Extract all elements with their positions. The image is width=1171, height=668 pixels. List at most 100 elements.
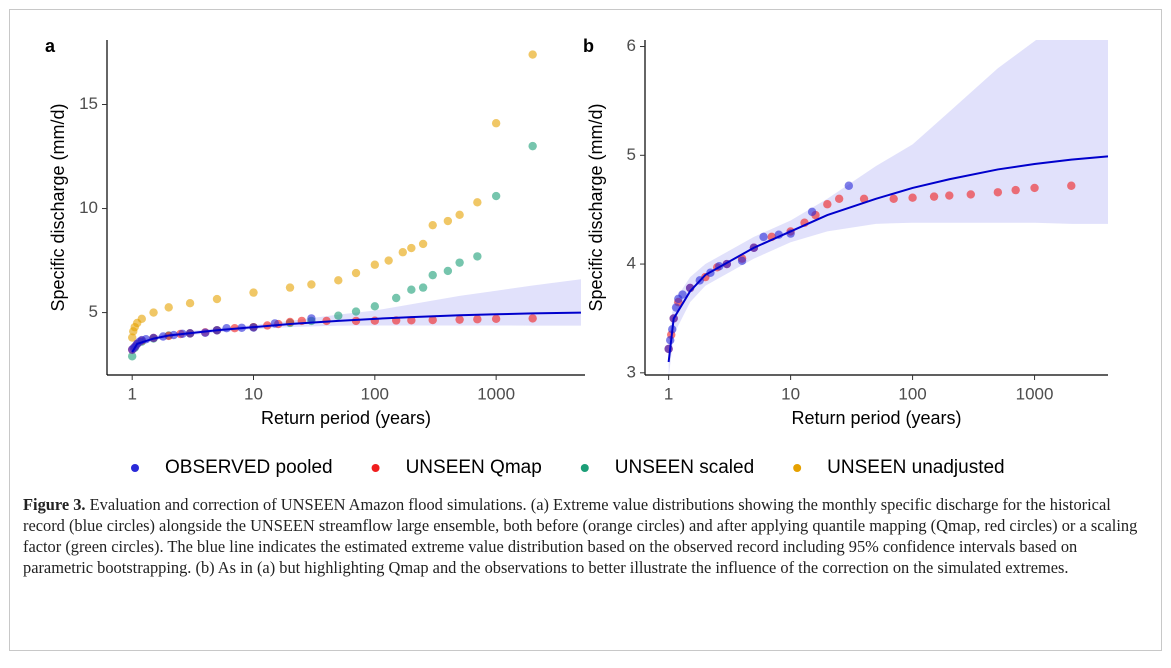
x-tick-label: 1000 bbox=[1016, 384, 1054, 403]
x-tick-label: 100 bbox=[898, 384, 926, 403]
point bbox=[929, 192, 939, 201]
point bbox=[391, 293, 401, 303]
point bbox=[164, 303, 173, 312]
point bbox=[966, 190, 975, 199]
y-tick-label: 3 bbox=[627, 362, 636, 381]
caption-text: Evaluation and correction of UNSEEN Amaz… bbox=[23, 495, 1138, 577]
point bbox=[455, 315, 464, 324]
point bbox=[443, 216, 453, 226]
point bbox=[945, 191, 954, 200]
point bbox=[807, 207, 817, 217]
point bbox=[823, 200, 832, 209]
point bbox=[664, 344, 673, 354]
fit-line bbox=[131, 311, 581, 353]
legend-swatch bbox=[580, 464, 589, 472]
y-axis-title: Specific discharge (mm/d) bbox=[48, 103, 68, 311]
legend-swatch bbox=[131, 464, 139, 472]
point bbox=[334, 276, 343, 285]
point bbox=[678, 290, 687, 299]
legend: OBSERVED pooled UNSEEN Qmap UNSEEN scaled U… bbox=[131, 457, 1005, 478]
x-axis-title: Return period (years) bbox=[261, 408, 431, 428]
caption-label: Figure 3. bbox=[23, 495, 86, 514]
point bbox=[834, 194, 844, 203]
point bbox=[908, 193, 917, 202]
point bbox=[249, 288, 258, 297]
point bbox=[307, 280, 316, 289]
panel-label: a bbox=[45, 36, 56, 56]
point bbox=[127, 333, 137, 342]
point bbox=[149, 308, 158, 317]
legend-swatch bbox=[793, 464, 802, 472]
point bbox=[185, 299, 195, 308]
point bbox=[351, 268, 361, 278]
point bbox=[1011, 185, 1020, 195]
point bbox=[127, 352, 137, 361]
x-tick-label: 10 bbox=[781, 384, 800, 403]
point bbox=[384, 256, 393, 265]
x-tick-label: 1000 bbox=[477, 384, 515, 403]
caption: Figure 3. Evaluation and correction of U… bbox=[23, 494, 1148, 578]
legend-label: UNSEEN unadjusted bbox=[827, 457, 1004, 478]
point bbox=[859, 194, 869, 203]
x-tick-label: 100 bbox=[361, 384, 389, 403]
point bbox=[737, 256, 747, 265]
point bbox=[428, 270, 437, 280]
point bbox=[428, 220, 437, 230]
point bbox=[1067, 181, 1076, 190]
point bbox=[473, 315, 482, 324]
point bbox=[455, 258, 464, 267]
panel-label: b bbox=[583, 36, 594, 56]
y-tick-label: 5 bbox=[89, 302, 98, 321]
point bbox=[759, 232, 768, 242]
fit-line bbox=[667, 155, 1108, 363]
point bbox=[307, 314, 316, 323]
point bbox=[455, 210, 464, 219]
x-axis-title: Return period (years) bbox=[791, 408, 961, 428]
point bbox=[491, 191, 501, 201]
point bbox=[528, 314, 537, 323]
y-tick-label: 10 bbox=[79, 198, 98, 217]
legend-label: UNSEEN scaled bbox=[615, 457, 754, 478]
x-tick-label: 1 bbox=[664, 384, 673, 403]
point bbox=[418, 283, 428, 292]
point bbox=[222, 323, 231, 333]
point bbox=[398, 248, 407, 257]
point bbox=[370, 302, 380, 311]
point bbox=[137, 314, 146, 324]
point bbox=[1030, 183, 1039, 193]
point bbox=[351, 307, 361, 316]
point bbox=[212, 294, 222, 304]
y-tick-label: 5 bbox=[627, 145, 636, 164]
x-tick-label: 1 bbox=[127, 384, 136, 403]
legend-label: OBSERVED pooled bbox=[165, 457, 333, 478]
legend-label: UNSEEN Qmap bbox=[406, 457, 542, 478]
point bbox=[491, 314, 501, 324]
point bbox=[285, 283, 295, 292]
y-tick-label: 4 bbox=[627, 254, 636, 273]
point bbox=[473, 198, 482, 207]
point bbox=[473, 252, 482, 261]
y-tick-label: 6 bbox=[627, 36, 636, 55]
legend-swatch bbox=[371, 464, 380, 472]
point bbox=[418, 239, 428, 249]
confidence-band bbox=[668, 40, 1108, 375]
point bbox=[844, 181, 854, 190]
point bbox=[407, 243, 416, 253]
plot-area bbox=[664, 40, 1108, 375]
point bbox=[491, 119, 501, 128]
y-tick-label: 15 bbox=[79, 94, 98, 113]
point bbox=[428, 315, 437, 325]
plot-area bbox=[127, 50, 581, 361]
point bbox=[370, 260, 380, 269]
point bbox=[993, 188, 1003, 197]
point bbox=[889, 194, 898, 203]
point bbox=[334, 311, 343, 320]
point bbox=[407, 285, 416, 294]
point bbox=[443, 266, 453, 276]
y-axis-title: Specific discharge (mm/d) bbox=[586, 103, 606, 311]
figure-frame bbox=[9, 9, 1162, 651]
x-tick-label: 10 bbox=[244, 384, 263, 403]
point bbox=[528, 141, 537, 151]
